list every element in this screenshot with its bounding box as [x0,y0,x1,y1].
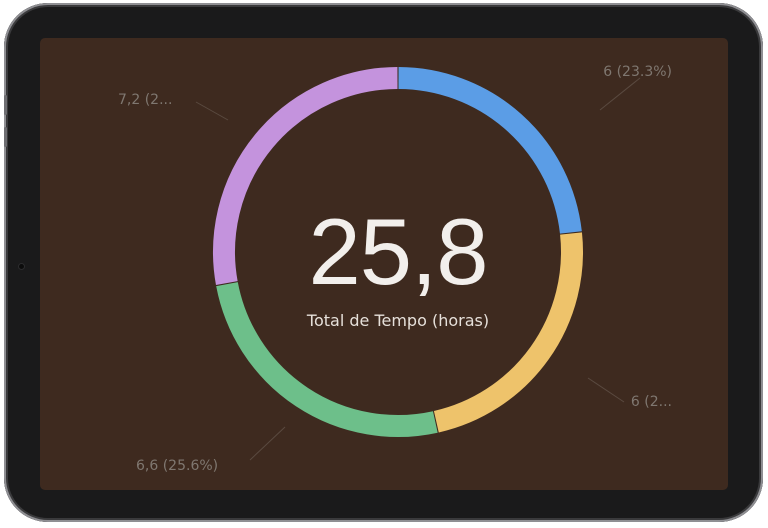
donut-slice[interactable] [213,67,398,286]
donut-slices [213,67,583,437]
donut-chart: 6 (23.3%) 6 (2... 6,6 (25.6%) 7,2 (2... 25,… [118,64,672,474]
donut-slice[interactable] [216,282,438,437]
slice-label: 6 (23.3%) [603,64,672,80]
total-label: Total de Tempo (horas) [306,311,489,330]
label-leader-line [249,426,286,461]
donut-slice[interactable] [398,67,582,234]
slice-labels: 6 (23.3%) 6 (2... 6,6 (25.6%) 7,2 (2... [118,64,672,474]
volume-button [4,95,7,115]
dashboard-screen: 6 (23.3%) 6 (2... 6,6 (25.6%) 7,2 (2... 25,… [40,38,728,490]
front-camera [19,264,24,269]
slice-label: 6,6 (25.6%) [136,458,218,474]
volume-button [4,127,7,147]
slice-label: 7,2 (2... [118,92,172,108]
donut-slice[interactable] [433,232,583,433]
total-value: 25,8 [309,199,488,304]
label-leader-line [195,101,229,121]
slice-label: 6 (2... [631,394,672,410]
label-leader-line [599,77,641,111]
label-leader-line [587,377,625,403]
label-leaders [195,77,641,461]
